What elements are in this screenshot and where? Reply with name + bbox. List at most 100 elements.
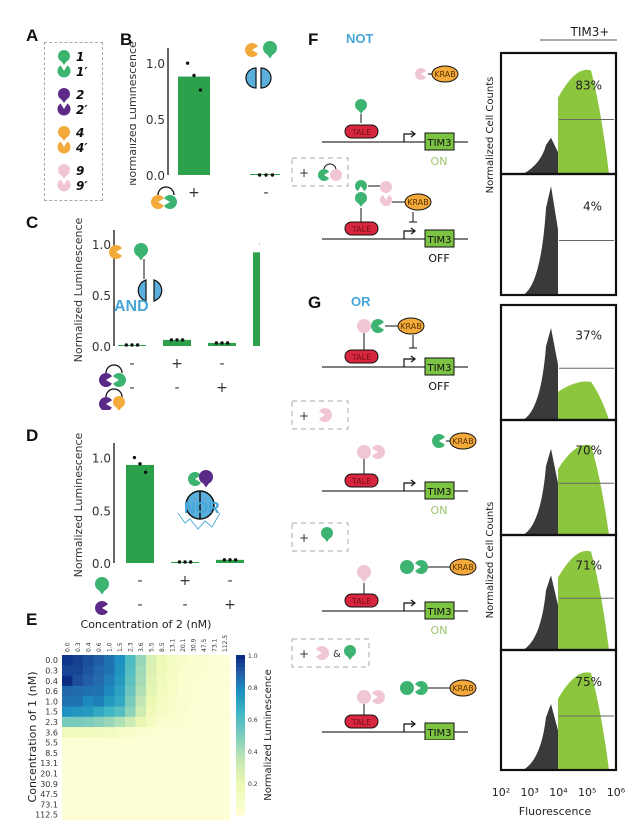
krab-label: KRAB	[452, 437, 473, 446]
heatmap-cell	[198, 768, 210, 779]
colorbar-segment	[236, 691, 245, 696]
heatmap-cell	[156, 788, 168, 800]
heatmap-cell	[125, 768, 136, 779]
heatmap-cell	[198, 675, 210, 687]
state-on: ON	[431, 504, 448, 517]
heatmap-cell	[125, 809, 136, 821]
x-tick-label: 73.1	[211, 638, 218, 652]
binder-2-icon	[99, 397, 112, 410]
binder-bottom-icon	[57, 65, 71, 78]
heatmap-cell	[93, 768, 105, 779]
split-luciferase-icon	[137, 279, 147, 302]
y-tick-label: 2.3	[45, 718, 58, 727]
heatmap-cell	[104, 737, 115, 748]
condition-sign: +	[171, 356, 183, 372]
y-tick-label: 8.5	[45, 749, 58, 758]
heatmap-cell	[219, 778, 231, 790]
heatmap-cell	[167, 737, 178, 748]
y-tick-label: 0.0	[92, 340, 111, 354]
heatmap-cell	[219, 727, 231, 738]
heatmap-cell	[188, 655, 199, 666]
histogram-frame	[499, 172, 618, 297]
heatmap-cell	[104, 665, 115, 676]
x-tick-label: 0.6	[96, 642, 103, 652]
y-tick-label: 0.4	[45, 677, 58, 686]
heatmap-cell	[125, 758, 136, 769]
x-tick-label: 47.5	[201, 638, 208, 652]
plus-sign: +	[299, 409, 309, 423]
split-luciferase-icon	[245, 67, 257, 89]
heatmap-cell	[219, 696, 231, 707]
panel-label-d: D	[26, 426, 39, 445]
y-tick-label: 0.5	[146, 113, 165, 127]
tim3-label: TIM3	[426, 138, 451, 149]
binder-label: 4′	[75, 141, 88, 155]
y-tick-label: 0.5	[92, 504, 111, 518]
colorbar-segment	[236, 715, 245, 720]
heatmap-cell	[62, 788, 73, 800]
panel-label-e: E	[26, 610, 38, 629]
heatmap-cell	[219, 758, 231, 769]
x-tick-label: 1.5	[117, 642, 124, 652]
linker-icon	[157, 186, 175, 196]
heatmap-cell	[219, 685, 231, 697]
heatmap-cell	[72, 696, 84, 707]
heatmap-cell	[209, 758, 220, 769]
heatmap-cell	[198, 758, 210, 769]
y-tick-label: 0.6	[45, 687, 58, 696]
binder-9p-icon	[380, 194, 392, 206]
heatmap-cell	[72, 716, 84, 728]
x-tick-label: 0.4	[85, 642, 92, 652]
heatmap-cell	[114, 768, 126, 779]
heatmap-cell	[83, 706, 94, 718]
tale-protein	[344, 221, 379, 236]
binder-9p-icon	[372, 445, 385, 459]
data-point	[192, 73, 196, 78]
colorbar-segment	[236, 655, 245, 660]
binder-icon	[400, 681, 414, 695]
heatmap-cell	[83, 778, 94, 790]
heatmap-cell	[83, 758, 94, 769]
logic-label-nor: NOR	[184, 500, 220, 517]
heatmap-cell	[209, 685, 220, 697]
heatmap-cell	[198, 685, 210, 697]
x-tick-label: 3.6	[138, 642, 145, 652]
promoter-arrow	[403, 133, 415, 142]
heatmap-cell	[83, 665, 94, 676]
negative-population	[523, 137, 558, 174]
logic-label-or: OR	[351, 294, 371, 309]
heatmap-cell	[93, 809, 105, 821]
legend-pairs-box	[44, 42, 103, 201]
heatmap-cell	[83, 675, 94, 687]
heatmap-cell	[62, 665, 73, 676]
heatmap-cell	[93, 716, 105, 728]
promoter-arrow	[403, 358, 415, 367]
heatmap-cell	[209, 799, 220, 810]
data-point	[132, 455, 137, 460]
heatmap-cell	[188, 716, 199, 728]
x-tick-label: 20.1	[180, 638, 187, 652]
colorbar-segment	[236, 703, 245, 708]
heatmap-cell	[125, 665, 136, 676]
binder-icon	[109, 245, 122, 259]
condition-sign: -	[129, 380, 134, 396]
data-point	[214, 341, 219, 345]
heatmap-cell	[209, 747, 220, 759]
binder-4-icon-tip	[114, 405, 124, 410]
heatmap-cell	[62, 685, 73, 697]
heatmap-cell	[167, 799, 178, 810]
heatmap-cell	[177, 685, 189, 697]
x-tick-label: 8.5	[159, 642, 166, 652]
tim3-gene	[424, 722, 455, 740]
condition-sign: -	[129, 356, 134, 372]
heatmap-cell	[188, 809, 199, 821]
condition-sign: -	[137, 573, 142, 589]
colorbar-segment	[236, 727, 245, 732]
colorbar-tick-label: 1.0	[248, 653, 258, 660]
tim3-gene	[424, 481, 455, 500]
colorbar-segment	[236, 799, 245, 804]
negative-population	[523, 328, 558, 420]
heatmap-cell	[93, 655, 105, 666]
heatmap-cell	[177, 716, 189, 728]
